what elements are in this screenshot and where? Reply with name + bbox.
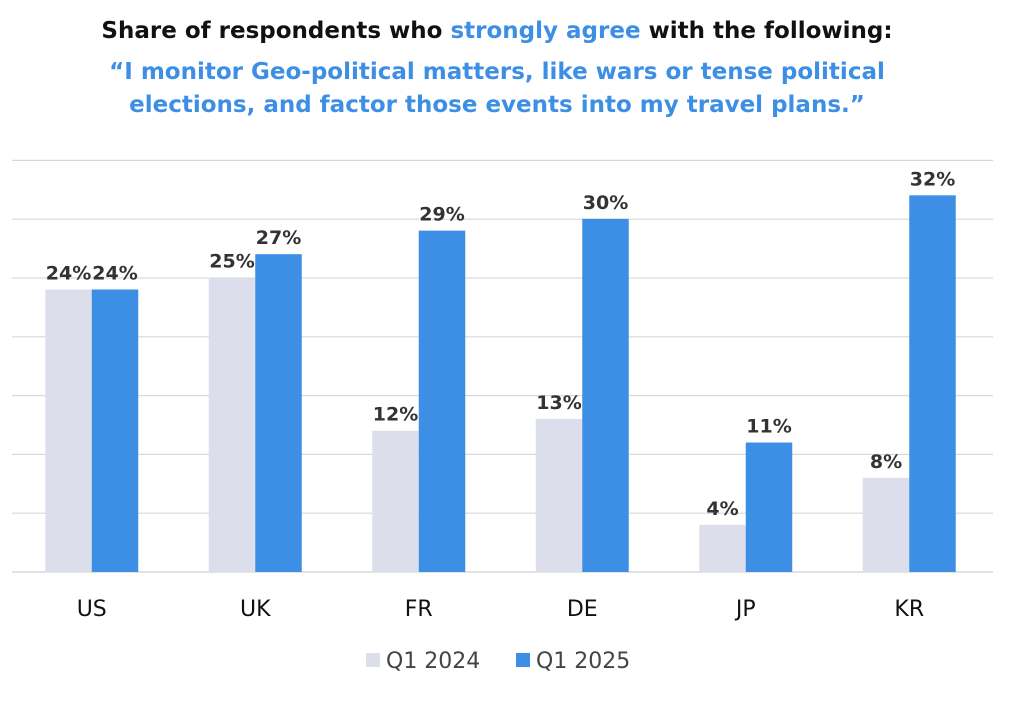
chart-title: Share of respondents who strongly agree … [101, 18, 892, 118]
value-labels: 24% 24% 25%27% 12% 29% 13% 30% 4% 11% 8% 32% [46, 168, 955, 520]
legend-label-q1-2025: Q1 2025 [536, 649, 630, 674]
value-label-q1-2024-jp: 4% [706, 498, 738, 520]
bar-q1-2025-jp [745, 442, 793, 572]
bar-q1-2024-uk [208, 277, 256, 572]
value-label-q1-2025-us: 24% [92, 262, 137, 284]
title-suffix: with the following: [641, 18, 893, 44]
legend-label-q1-2024: Q1 2024 [386, 649, 480, 674]
x-tick-label-jp: JP [734, 597, 756, 622]
x-tick-label-de: DE [567, 597, 598, 622]
bar-q1-2024-de [535, 418, 583, 572]
x-tick-label-uk: UK [240, 597, 271, 622]
x-tick-label-kr: KR [894, 597, 924, 622]
bar-q1-2024-fr [372, 430, 419, 572]
gridlines [12, 159, 993, 573]
value-label-q1-2025-de: 30% [583, 192, 628, 214]
bar-q1-2025-us [91, 289, 139, 572]
value-label-q1-2025-kr: 32% [910, 168, 955, 190]
value-label-q1-2025-jp: 11% [746, 416, 791, 438]
legend-swatch-q1-2025 [516, 653, 530, 667]
title-prefix: Share of respondents who [101, 18, 450, 44]
title-line-1: Share of respondents who strongly agree … [101, 18, 892, 44]
title-line-3: elections, and factor those events into … [129, 92, 865, 118]
value-label-q1-2024-de: 13% [536, 392, 581, 414]
legend: Q1 2024 Q1 2025 [366, 649, 630, 674]
bar-q1-2025-de [582, 218, 629, 572]
title-highlight: strongly agree [450, 18, 640, 44]
bar-q1-2025-kr [909, 195, 956, 573]
value-label-q1-2024-uk: 25% [209, 251, 254, 273]
x-tick-label-us: US [77, 597, 107, 622]
legend-swatch-q1-2024 [366, 653, 380, 667]
value-label-q1-2025-uk: 27% [256, 227, 301, 249]
x-axis-ticks: US UK FR DE JP KR [77, 597, 924, 622]
bar-q1-2024-kr [862, 477, 910, 572]
bar-q1-2024-jp [699, 524, 746, 572]
bar-q1-2025-fr [418, 230, 466, 572]
value-label-q1-2024-us: 24% [46, 262, 91, 284]
bars [45, 195, 956, 573]
value-label-q1-2024-kr: 8% [870, 451, 902, 473]
bar-q1-2025-uk [255, 254, 302, 572]
value-label-q1-2025-fr: 29% [419, 204, 464, 226]
x-tick-label-fr: FR [405, 597, 433, 622]
value-label-q1-2024-fr: 12% [373, 404, 418, 426]
bar-q1-2024-us [45, 289, 92, 572]
title-line-2: “I monitor Geo-political matters, like w… [109, 59, 885, 85]
